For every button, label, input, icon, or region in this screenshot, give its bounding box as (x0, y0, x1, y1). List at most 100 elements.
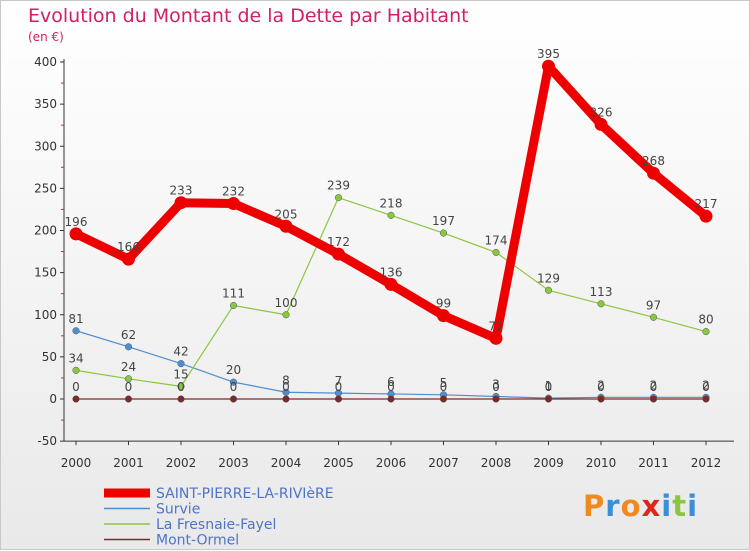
y-tick-label: 0 (49, 392, 57, 406)
x-tick-label: 2010 (586, 456, 617, 470)
data-point (122, 252, 135, 266)
data-point (229, 395, 238, 403)
data-point (72, 395, 80, 403)
y-tick-label: 300 (34, 139, 57, 153)
data-label: 218 (380, 196, 403, 210)
data-label: 232 (222, 185, 245, 199)
data-point (334, 194, 343, 202)
data-point (544, 286, 553, 294)
data-point (439, 395, 448, 403)
data-label: 205 (275, 207, 298, 221)
x-tick-label: 2000 (61, 456, 92, 470)
x-tick-label: 2001 (113, 456, 144, 470)
chart-subtitle: (en €) (28, 30, 64, 44)
data-label: 2 (702, 378, 710, 392)
data-label: 174 (485, 233, 508, 247)
x-tick-label: 2007 (428, 456, 459, 470)
x-tick-label: 2005 (323, 456, 354, 470)
data-point (332, 247, 345, 261)
data-label: 1 (545, 379, 553, 393)
x-tick-label: 2002 (166, 456, 197, 470)
data-point (594, 117, 608, 131)
x-tick-label: 2009 (533, 456, 564, 470)
data-point (124, 343, 133, 351)
data-label: 99 (436, 297, 451, 311)
logo-letter: P (583, 489, 606, 523)
x-tick-label: 2004 (271, 456, 302, 470)
data-label: 3 (492, 377, 500, 391)
data-point (597, 300, 605, 308)
data-point (72, 327, 80, 335)
y-tick-label: -50 (37, 434, 57, 448)
data-point (439, 229, 448, 237)
data-label: 197 (432, 214, 455, 228)
data-point (699, 209, 713, 223)
data-label: 0 (597, 380, 605, 394)
data-label: 0 (230, 380, 238, 394)
data-label: 0 (177, 380, 185, 394)
legend-label: La Fresnaie-Fayel (156, 517, 276, 533)
data-label: 0 (492, 380, 500, 394)
x-tick-label: 2008 (481, 456, 512, 470)
data-label: 233 (170, 184, 193, 198)
data-point (387, 395, 395, 403)
data-point (279, 219, 293, 233)
data-label: 111 (222, 286, 245, 300)
data-label: 136 (380, 265, 403, 279)
data-point (649, 313, 658, 321)
x-tick-label: 2011 (638, 456, 669, 470)
data-label: 0 (387, 380, 395, 394)
data-point (492, 395, 500, 403)
data-label: 113 (590, 285, 613, 299)
data-label: 72 (488, 319, 503, 333)
data-point (72, 366, 80, 374)
data-point (334, 395, 343, 403)
data-label: 268 (642, 154, 665, 168)
data-label: 326 (590, 105, 613, 119)
data-point (384, 277, 398, 291)
data-point (227, 197, 240, 211)
data-label: 0 (702, 380, 710, 394)
data-label: 80 (698, 313, 713, 327)
data-label: 15 (173, 367, 188, 381)
x-tick-label: 2003 (218, 456, 249, 470)
data-label: 5 (440, 376, 448, 390)
logo-letter: i (661, 489, 673, 523)
data-point (489, 331, 503, 345)
data-point (647, 166, 660, 180)
data-label: 196 (65, 215, 88, 229)
data-label: 62 (121, 328, 136, 342)
data-label: 34 (68, 351, 83, 365)
data-point (437, 309, 450, 323)
data-label: 395 (537, 47, 560, 61)
data-label: 2 (597, 378, 605, 392)
data-label: 166 (117, 240, 140, 254)
y-tick-label: 350 (34, 97, 57, 111)
data-point (544, 395, 553, 403)
data-label: 81 (68, 312, 83, 326)
data-label: 0 (335, 380, 343, 394)
data-label: 0 (545, 380, 553, 394)
data-point (174, 196, 188, 210)
data-point (702, 395, 710, 403)
data-point (69, 227, 83, 241)
data-point (282, 311, 290, 319)
legend-label: Mont-Ormel (156, 533, 239, 549)
data-label: 20 (226, 363, 241, 377)
data-point (177, 382, 185, 390)
data-point (282, 395, 290, 403)
data-label: 42 (173, 345, 188, 359)
y-tick-label: 250 (34, 181, 57, 195)
y-tick-label: 150 (34, 266, 57, 280)
data-label: 0 (125, 380, 133, 394)
data-point (542, 59, 555, 73)
data-label: 97 (646, 298, 661, 312)
legend-label: SAINT-PIERRE-LA-RIVIèRE (156, 486, 334, 502)
x-tick-label: 2006 (376, 456, 407, 470)
data-point (124, 375, 133, 383)
data-label: 0 (650, 380, 658, 394)
data-point (124, 395, 133, 403)
data-point (229, 378, 238, 386)
logo-letter: t (672, 489, 688, 523)
logo-letter: x (641, 489, 662, 523)
